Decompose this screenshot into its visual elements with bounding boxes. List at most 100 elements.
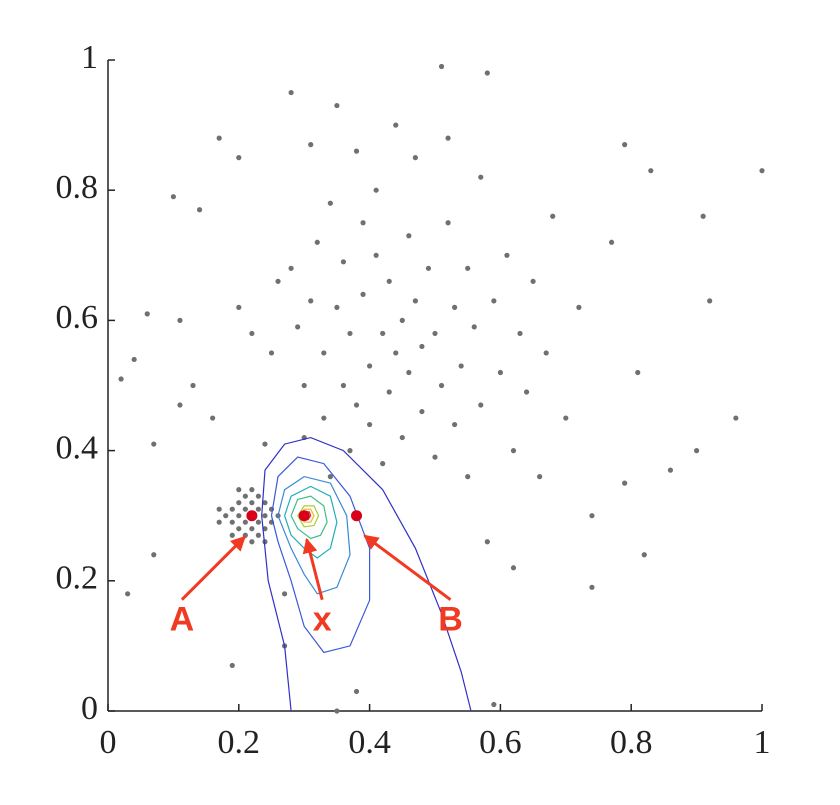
scatter-point — [510, 448, 517, 454]
scatter-point — [177, 402, 183, 408]
scatter-point — [550, 213, 556, 219]
scatter-point — [458, 363, 464, 369]
scatter-point — [321, 415, 327, 421]
contour-line — [277, 475, 351, 595]
scatter-point — [334, 708, 340, 714]
scatter-point — [223, 513, 229, 519]
contour-line — [297, 505, 320, 528]
scatter-point — [353, 148, 360, 154]
scatter-point — [177, 317, 183, 323]
contour-line — [300, 508, 315, 523]
scatter-point — [452, 304, 458, 310]
scatter-point — [445, 220, 451, 226]
scatter-point — [242, 519, 248, 525]
scatter-point — [236, 513, 242, 519]
scatter-point — [210, 415, 216, 421]
scatter-point — [301, 382, 307, 389]
scatter-point — [373, 252, 379, 258]
annotation-point — [246, 510, 258, 522]
scatter-point — [131, 356, 137, 363]
scatter-point — [340, 259, 347, 265]
scatter-point — [151, 552, 157, 558]
scatter-point — [510, 565, 517, 571]
scatter-point — [255, 532, 262, 538]
x-tick-label: 0.6 — [479, 724, 522, 761]
scatter-point — [438, 382, 445, 389]
scatter-point — [144, 311, 150, 317]
scatter-point — [288, 89, 294, 96]
scatter-point — [242, 493, 248, 499]
x-tick-label: 0 — [100, 724, 117, 761]
annotation-arrow — [363, 534, 452, 601]
scatter-point — [236, 304, 242, 310]
scatter-point — [367, 421, 373, 428]
annotation-arrow — [180, 535, 246, 601]
scatter-point — [236, 526, 242, 532]
scatter-point — [347, 448, 353, 454]
y-tick-label: 0.8 — [56, 169, 99, 206]
scatter-point — [497, 369, 503, 376]
scatter-point — [373, 187, 379, 193]
scatter-point — [622, 480, 628, 486]
x-tick-label: 0.8 — [610, 724, 653, 761]
scatter-point — [563, 415, 569, 421]
scatter-point — [523, 389, 530, 395]
scatter-point — [216, 519, 222, 525]
y-tick-label: 0.4 — [56, 429, 99, 466]
scatter-point — [465, 265, 471, 271]
scatter-point — [648, 168, 654, 174]
scatter-point — [236, 500, 242, 506]
scatter-point — [236, 487, 242, 493]
scatter-point — [386, 278, 392, 284]
scatter-point — [236, 155, 242, 161]
scatter-point — [432, 454, 438, 460]
scatter-point — [268, 350, 275, 356]
scatter-point — [295, 324, 301, 330]
x-tick-label: 0.2 — [218, 724, 261, 761]
scatter-point — [452, 421, 458, 428]
scatter-point — [471, 324, 477, 330]
scatter-point — [334, 102, 340, 109]
scatter-point — [353, 688, 360, 695]
scatter-point — [125, 591, 131, 597]
scatter-point — [425, 265, 432, 271]
scatter-point — [478, 402, 484, 408]
scatter-point — [275, 278, 281, 284]
x-tick-label: 1 — [754, 724, 771, 761]
scatter-point — [229, 662, 235, 669]
scatter-point — [170, 194, 176, 200]
scatter-point — [262, 500, 268, 506]
scatter-point — [733, 415, 739, 421]
scatter-point — [589, 513, 595, 519]
scatter-point — [327, 200, 333, 206]
scatter-point — [543, 350, 549, 356]
scatter-point — [438, 63, 445, 70]
scatter-point — [360, 220, 366, 226]
scatter-point — [360, 291, 366, 297]
scatter-point — [622, 142, 628, 148]
scatter-point — [504, 252, 510, 258]
scatter-point — [321, 350, 327, 356]
scatter-point — [707, 298, 713, 304]
scatter-point — [412, 298, 418, 304]
scatter-point — [255, 519, 262, 525]
y-tick-label: 0.6 — [56, 299, 99, 336]
scatter-point — [196, 207, 203, 213]
scatter-point — [255, 506, 262, 512]
annotation-label: B — [438, 601, 463, 639]
x-tick-label: 0.4 — [348, 724, 391, 761]
scatter-point — [589, 584, 595, 590]
scatter-point — [242, 506, 248, 512]
scatter-point — [537, 474, 543, 480]
scatter-point — [530, 278, 536, 284]
annotation-label: x — [313, 601, 332, 639]
y-tick-label: 0 — [81, 690, 98, 727]
scatter-point — [353, 402, 360, 408]
scatter-point — [406, 233, 412, 239]
scatter-point — [399, 434, 405, 441]
scatter-point — [419, 343, 425, 350]
scatter-point — [327, 474, 333, 480]
scatter-point — [393, 122, 399, 128]
scatter-point — [484, 539, 490, 545]
